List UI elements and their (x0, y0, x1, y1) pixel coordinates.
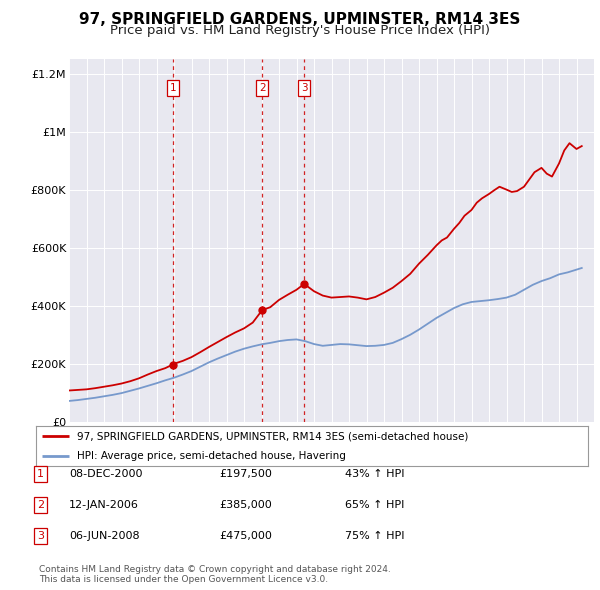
Text: 43% ↑ HPI: 43% ↑ HPI (345, 470, 404, 479)
Text: 97, SPRINGFIELD GARDENS, UPMINSTER, RM14 3ES (semi-detached house): 97, SPRINGFIELD GARDENS, UPMINSTER, RM14… (77, 431, 469, 441)
Text: HPI: Average price, semi-detached house, Havering: HPI: Average price, semi-detached house,… (77, 451, 346, 461)
Text: 1: 1 (37, 470, 44, 479)
Text: 2: 2 (259, 83, 266, 93)
Text: 08-DEC-2000: 08-DEC-2000 (69, 470, 143, 479)
Text: 65% ↑ HPI: 65% ↑ HPI (345, 500, 404, 510)
Text: 3: 3 (37, 531, 44, 540)
Text: 97, SPRINGFIELD GARDENS, UPMINSTER, RM14 3ES: 97, SPRINGFIELD GARDENS, UPMINSTER, RM14… (79, 12, 521, 27)
Text: 2: 2 (37, 500, 44, 510)
Text: 12-JAN-2006: 12-JAN-2006 (69, 500, 139, 510)
Text: Contains HM Land Registry data © Crown copyright and database right 2024.
This d: Contains HM Land Registry data © Crown c… (39, 565, 391, 584)
Text: 06-JUN-2008: 06-JUN-2008 (69, 531, 140, 540)
Text: Price paid vs. HM Land Registry's House Price Index (HPI): Price paid vs. HM Land Registry's House … (110, 24, 490, 37)
Text: 75% ↑ HPI: 75% ↑ HPI (345, 531, 404, 540)
Text: 3: 3 (301, 83, 308, 93)
Text: £385,000: £385,000 (219, 500, 272, 510)
Text: £197,500: £197,500 (219, 470, 272, 479)
Text: 1: 1 (169, 83, 176, 93)
Text: £475,000: £475,000 (219, 531, 272, 540)
